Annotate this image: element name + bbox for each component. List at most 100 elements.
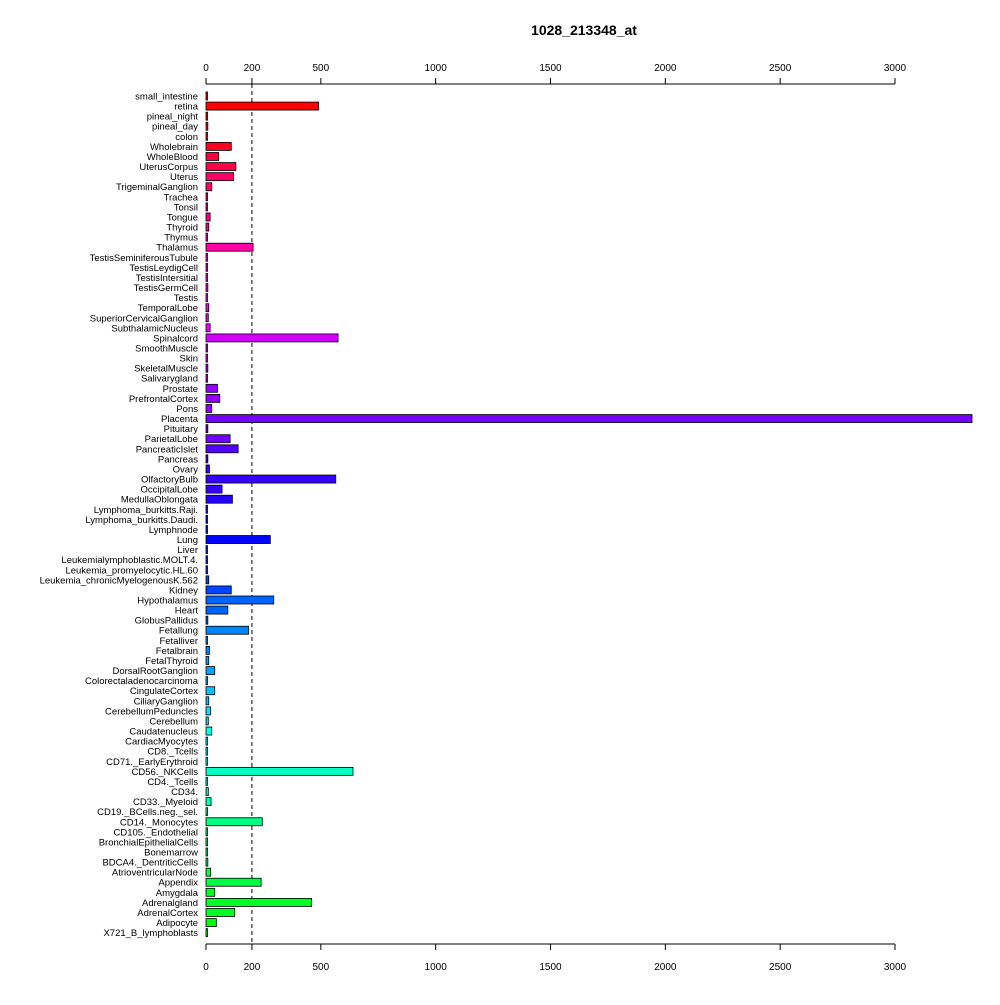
category-label: Salivarygland <box>141 374 198 385</box>
bar <box>205 212 211 222</box>
category-label: Pons <box>176 404 198 415</box>
bar <box>205 706 211 716</box>
category-label: CardiacMyocytes <box>125 737 198 748</box>
bar <box>205 373 208 383</box>
bottom-axis: 0 200 500 1000 1500 2000 2500 3000 <box>203 943 907 973</box>
bar <box>205 585 232 595</box>
bar <box>205 424 209 434</box>
bar <box>205 111 208 121</box>
category-label: TestisSeminiferousTubule <box>90 253 198 264</box>
bar <box>205 565 208 575</box>
category-label: colon <box>175 132 198 143</box>
category-label: X721_B_lymphoblasts <box>103 928 198 939</box>
bar <box>205 686 216 696</box>
bar <box>205 514 208 524</box>
chart-title: 1028_213348_at <box>531 22 637 38</box>
category-label: Tongue <box>167 212 198 223</box>
category-label: TemporalLobe <box>138 303 198 314</box>
bottom-tick-label: 2500 <box>769 962 792 973</box>
bar <box>205 192 208 202</box>
category-label: CD56._NKCells <box>131 767 198 778</box>
category-label: MedullaOblongata <box>121 495 199 506</box>
category-label: CD4._Tcells <box>147 777 198 788</box>
bar <box>205 252 208 262</box>
bar <box>205 404 213 413</box>
bar <box>205 494 233 504</box>
bar <box>205 746 208 756</box>
bar <box>205 787 209 796</box>
bar <box>205 121 209 131</box>
bottom-tick-label: 1500 <box>539 962 562 973</box>
bar <box>205 615 209 625</box>
category-label: Amygdala <box>156 888 199 899</box>
category-label: Tonsil <box>174 202 198 213</box>
top-tick-label: 2500 <box>769 63 792 74</box>
bar <box>205 172 234 182</box>
bar <box>205 484 223 494</box>
category-label: CiliaryGanglion <box>134 696 198 707</box>
category-label: pineal_night <box>147 112 199 123</box>
bar <box>205 152 220 161</box>
bottom-tick-label: 1000 <box>425 962 448 973</box>
category-label: Heart <box>175 606 199 617</box>
category-label: pineal_day <box>152 122 198 133</box>
category-label: AdrenalCortex <box>137 908 198 919</box>
bar <box>205 807 208 817</box>
category-label: Appendix <box>158 878 198 889</box>
category-label: WholeBlood <box>147 152 198 163</box>
bar <box>205 777 208 786</box>
bar <box>205 726 213 736</box>
bar <box>205 817 263 827</box>
category-label: Adipocyte <box>156 918 198 929</box>
category-label: Colorectaladenocarcinoma <box>85 676 199 687</box>
bar <box>205 283 209 292</box>
category-label: CD8._Tcells <box>147 747 198 758</box>
bottom-tick-label: 0 <box>203 962 209 973</box>
category-label: GlobusPallidus <box>135 616 199 627</box>
category-label: Bonemarrow <box>144 848 198 859</box>
category-label: Hypothalamus <box>137 596 198 607</box>
category-label: Trachea <box>164 192 199 203</box>
category-label: BronchialEpithelialCells <box>99 837 199 848</box>
bar <box>205 393 221 403</box>
category-label: TrigeminalGanglion <box>116 182 198 193</box>
bar <box>205 847 208 857</box>
bar <box>205 555 208 565</box>
bar <box>205 303 210 313</box>
category-label: Lymphoma_burkitts.Daudi. <box>85 515 198 526</box>
category-label: PrefrontalCortex <box>129 394 198 405</box>
bar <box>205 222 210 232</box>
bar <box>205 635 208 645</box>
category-label: Caudatenucleus <box>129 727 198 738</box>
top-tick-label: 0 <box>203 63 209 74</box>
bar <box>205 202 208 212</box>
category-label: TestisLeydigCell <box>129 263 198 274</box>
bar <box>205 797 212 806</box>
category-label: Leukemialymphoblastic.MOLT.4. <box>61 555 198 566</box>
category-label: PancreaticIslet <box>136 444 199 455</box>
bar <box>205 676 208 686</box>
category-label: Prostate <box>163 384 198 395</box>
bar <box>205 827 208 837</box>
category-label: UterusCorpus <box>139 162 198 173</box>
category-label: CingulateCortex <box>130 686 198 697</box>
bar <box>205 474 337 484</box>
bar <box>205 918 217 927</box>
bar <box>205 666 216 675</box>
category-label: CD71._EarlyErythroid <box>106 757 198 768</box>
category-label: Lymphoma_burkitts.Raji. <box>94 505 198 516</box>
category-label: Lymphnode <box>149 525 198 536</box>
bar <box>205 605 229 615</box>
category-label: OlfactoryBulb <box>141 475 198 486</box>
category-label: Cerebellum <box>149 716 198 727</box>
bar <box>205 756 208 766</box>
category-label: Wholebrain <box>150 142 198 153</box>
bar <box>205 928 208 938</box>
category-label: Leukemia_promyelocytic.HL.60 <box>65 565 198 576</box>
category-label: CD34. <box>171 787 198 798</box>
bar <box>205 343 208 353</box>
bar <box>205 595 275 605</box>
bar <box>205 716 209 726</box>
